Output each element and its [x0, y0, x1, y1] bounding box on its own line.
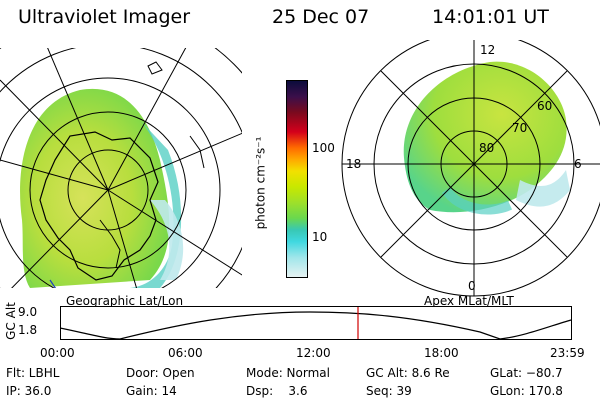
info-glat: GLat: −80.7	[490, 366, 563, 380]
colorbar	[286, 80, 308, 278]
geo-aurora-edge	[130, 120, 182, 288]
colorbar-tick-10: 10	[312, 230, 328, 244]
time-label: 14:01:01 UT	[432, 6, 549, 28]
mlt-label-0: 0	[468, 279, 476, 293]
info-filter: Flt: LBHL	[6, 366, 60, 380]
apex-aurora-coverage	[403, 61, 567, 213]
colorbar-label: photon cm⁻²s⁻¹	[253, 136, 268, 230]
app-title: Ultraviolet Imager	[18, 6, 191, 28]
altitude-timeline	[60, 306, 572, 340]
info-gain: Gain: 14	[126, 384, 177, 398]
lat-label-60: 60	[537, 99, 552, 113]
timeline-xtick-2359: 23:59	[550, 346, 585, 360]
info-seq: Seq: 39	[366, 384, 412, 398]
timeline-ylabel: GC Alt	[3, 302, 18, 340]
lat-label-70: 70	[512, 121, 527, 135]
info-dsp: Dsp: 3.6	[246, 384, 308, 398]
timeline-ytick-9: 9.0	[18, 305, 38, 319]
info-glon: GLon: 170.8	[490, 384, 563, 398]
lat-label-80: 80	[479, 141, 494, 155]
mlt-label-18: 18	[346, 157, 361, 171]
timeline-xtick-1200: 12:00	[296, 346, 331, 360]
geographic-map	[0, 48, 242, 288]
info-gc-alt: GC Alt: 8.6 Re	[366, 366, 450, 380]
mlt-label-12: 12	[480, 43, 495, 57]
info-door: Door: Open	[126, 366, 195, 380]
timeline-xtick-1800: 18:00	[424, 346, 459, 360]
apex-polar-plot: 12 18 6 0 60 70 80	[341, 40, 600, 297]
info-mode: Mode: Normal	[246, 366, 330, 380]
date-label: 25 Dec 07	[272, 6, 370, 28]
timeline-ytick-1.8: 1.8	[18, 323, 38, 337]
mlt-label-6: 6	[574, 157, 582, 171]
colorbar-tick-100: 100	[312, 141, 335, 155]
apex-caption: Apex MLat/MLT	[424, 294, 514, 308]
info-ip: IP: 36.0	[6, 384, 52, 398]
timeline-xtick-0600: 06:00	[168, 346, 203, 360]
geo-caption: Geographic Lat/Lon	[66, 294, 184, 308]
timeline-xtick-0000: 00:00	[40, 346, 75, 360]
geo-coastline	[39, 131, 159, 281]
altitude-curve	[60, 311, 572, 340]
